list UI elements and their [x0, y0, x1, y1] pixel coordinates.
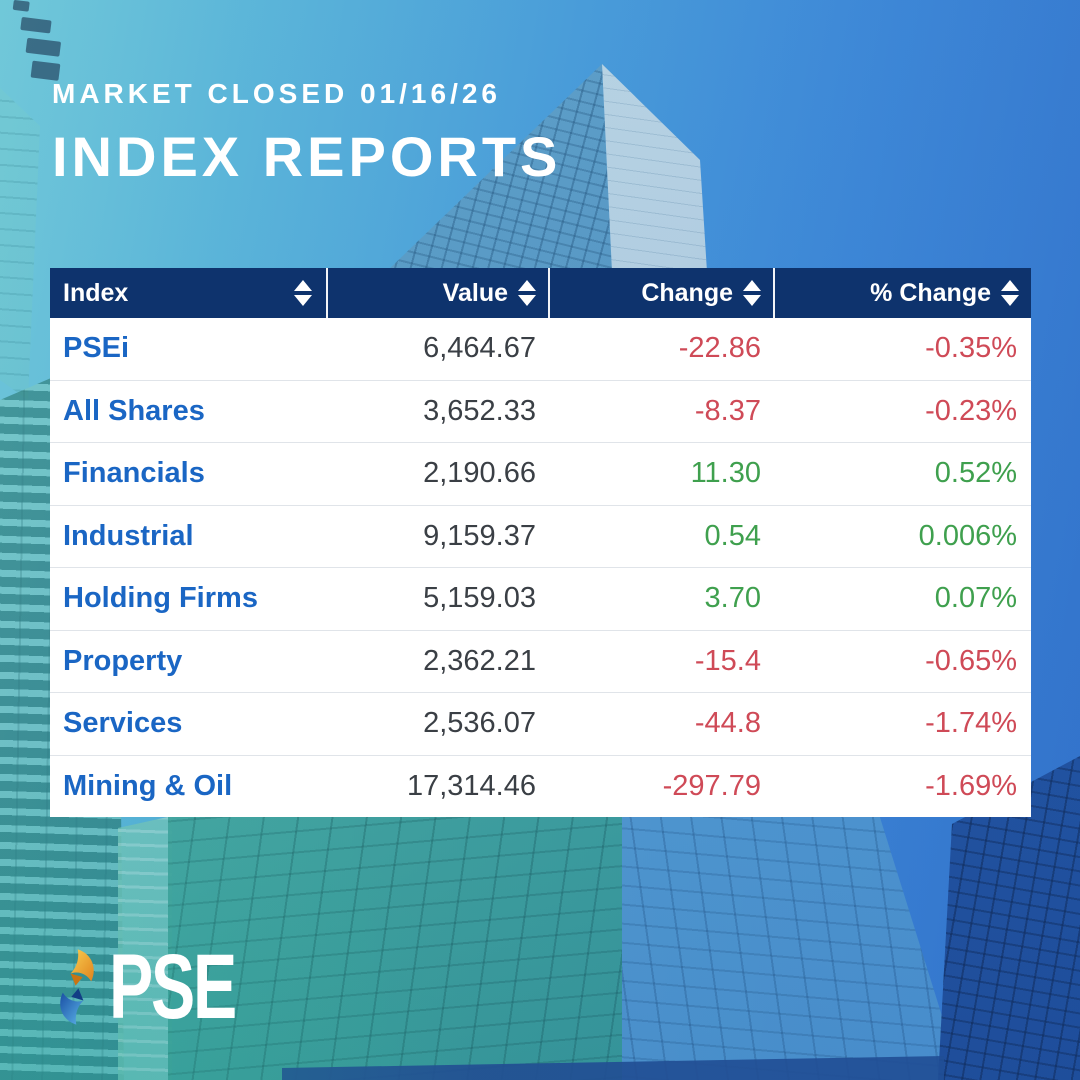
value-cell: 17,314.46 [406, 769, 536, 802]
change-cell: 3.70 [704, 582, 761, 615]
column-header-index-label: Index [63, 278, 129, 307]
column-header-pct-change[interactable]: % Change [775, 268, 1031, 318]
index-name-cell: Holding Firms [63, 582, 258, 615]
change-cell: 11.30 [690, 457, 761, 490]
pse-logo: PSE [55, 936, 284, 1038]
value-cell: 2,362.21 [423, 644, 536, 677]
table-row: Holding Firms 5,159.03 3.70 0.07% [50, 567, 1031, 630]
hero-header: MARKET CLOSED 01/16/26 INDEX REPORTS [52, 78, 561, 189]
index-name-cell: Property [63, 644, 183, 677]
pse-logo-mark [60, 949, 94, 1025]
pct-change-cell: 0.006% [918, 519, 1017, 552]
sort-icon [294, 280, 312, 306]
column-header-change[interactable]: Change [550, 268, 775, 318]
index-name-cell: Financials [63, 457, 205, 490]
index-name-cell: Industrial [63, 519, 194, 552]
pct-change-cell: 0.52% [934, 457, 1017, 490]
pse-logo-text: PSE [109, 936, 237, 1038]
sort-icon [743, 280, 761, 306]
value-cell: 2,190.66 [423, 457, 536, 490]
table-row: PSEi 6,464.67 -22.86 -0.35% [50, 318, 1031, 380]
index-name-cell: PSEi [63, 332, 130, 365]
change-cell: -297.79 [662, 769, 761, 802]
value-cell: 5,159.03 [423, 582, 536, 615]
value-cell: 2,536.07 [423, 707, 536, 740]
column-header-index[interactable]: Index [50, 268, 328, 318]
table-row: Services 2,536.07 -44.8 -1.74% [50, 692, 1031, 755]
value-cell: 6,464.67 [423, 332, 536, 365]
value-cell: 9,159.37 [423, 519, 536, 552]
index-name-cell: Services [63, 707, 183, 740]
table-header-row: Index Value Change % Change [50, 268, 1031, 318]
table-row: Mining & Oil 17,314.46 -297.79 -1.69% [50, 754, 1031, 817]
column-header-change-label: Change [641, 278, 733, 307]
table-row: Financials 2,190.66 11.30 0.52% [50, 442, 1031, 505]
change-cell: -22.86 [678, 332, 761, 365]
sort-icon [1001, 280, 1019, 306]
change-cell: 0.54 [704, 519, 761, 552]
index-name-cell: Mining & Oil [63, 769, 233, 802]
change-cell: -15.4 [694, 644, 761, 677]
column-header-value[interactable]: Value [328, 268, 550, 318]
table-row: All Shares 3,652.33 -8.37 -0.23% [50, 379, 1031, 442]
pct-change-cell: -0.65% [925, 644, 1017, 677]
pct-change-cell: 0.07% [934, 582, 1017, 615]
pct-change-cell: -0.23% [925, 394, 1017, 427]
table-row: Industrial 9,159.37 0.54 0.006% [50, 504, 1031, 567]
column-header-value-label: Value [442, 278, 508, 307]
pct-change-cell: -1.74% [925, 707, 1017, 740]
change-cell: -44.8 [694, 707, 761, 740]
column-header-pct-change-label: % Change [870, 278, 991, 307]
pct-change-cell: -1.69% [925, 769, 1017, 802]
sort-icon [518, 280, 536, 306]
change-cell: -8.37 [694, 394, 761, 427]
index-name-cell: All Shares [63, 394, 205, 427]
table-body: PSEi 6,464.67 -22.86 -0.35% All Shares 3… [50, 318, 1031, 817]
market-status-line: MARKET CLOSED 01/16/26 [52, 78, 501, 109]
table-row: Property 2,362.21 -15.4 -0.65% [50, 629, 1031, 692]
pct-change-cell: -0.35% [925, 332, 1017, 365]
page-title: INDEX REPORTS [52, 125, 562, 188]
index-table: Index Value Change % Change PSEi 6,464.6… [50, 268, 1031, 817]
value-cell: 3,652.33 [423, 394, 536, 427]
